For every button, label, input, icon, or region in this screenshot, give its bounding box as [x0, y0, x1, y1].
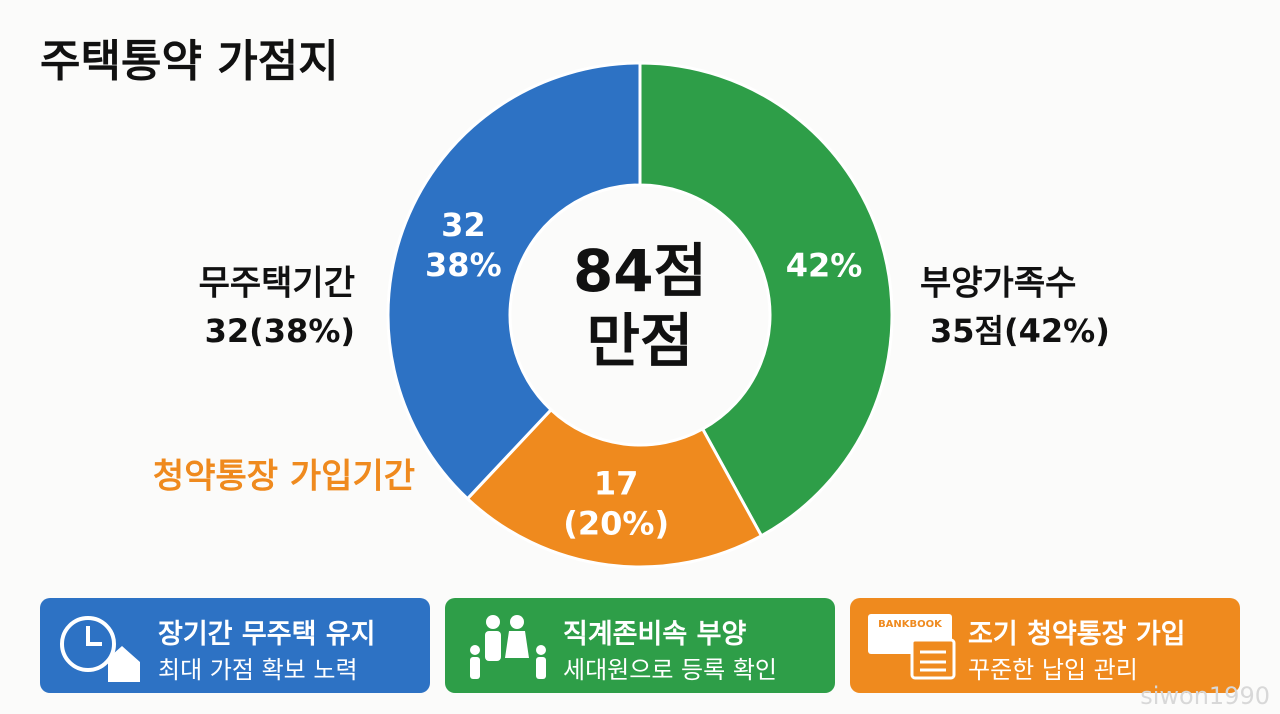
family-icon: [470, 615, 546, 679]
badge-text: BANKBOOK: [878, 619, 943, 630]
card-title: 장기간 무주택 유지: [158, 619, 376, 650]
card-title: 직계존비속 부양: [563, 619, 747, 650]
category-label: 부양가족수: [920, 264, 1076, 304]
slice-value-label: 38%: [425, 246, 502, 284]
card-subtitle: 최대 가점 확보 노력: [158, 656, 358, 684]
center-label: 만점: [587, 307, 694, 375]
slice-points-label: 32: [441, 206, 486, 244]
card: 장기간 무주택 유지 최대 가점 확보 노력: [40, 598, 430, 693]
chart-title: 주택통약 가점지: [40, 36, 339, 87]
watermark: siwon1990: [1140, 682, 1270, 710]
bankbook-icon: BANKBOOK: [868, 614, 956, 680]
slice-value-label: 42%: [786, 247, 863, 285]
card: BANKBOOK 조기 청약통장 가입 꾸준한 납입 관리: [850, 598, 1240, 693]
clock-house-icon: [60, 616, 140, 682]
slice-value-label: (20%): [563, 505, 669, 543]
card-title: 조기 청약통장 가입: [968, 619, 1186, 650]
category-label: 무주택기간: [199, 264, 355, 304]
donut-slice: [638, 61, 894, 538]
slice-points-label: 17: [594, 465, 639, 503]
category-label: 청약통장 가입기간: [153, 457, 415, 497]
card: 직계존비속 부양 세대원으로 등록 확인: [445, 598, 835, 693]
card-subtitle: 세대원으로 등록 확인: [563, 656, 777, 684]
category-value-label: 32(38%): [205, 312, 355, 350]
card-subtitle: 꾸준한 납입 관리: [968, 656, 1138, 684]
donut-slice: [465, 407, 764, 569]
center-label: 84점: [573, 237, 707, 305]
category-value-label: 35점(42%): [930, 312, 1110, 350]
donut-slice: [386, 61, 642, 501]
